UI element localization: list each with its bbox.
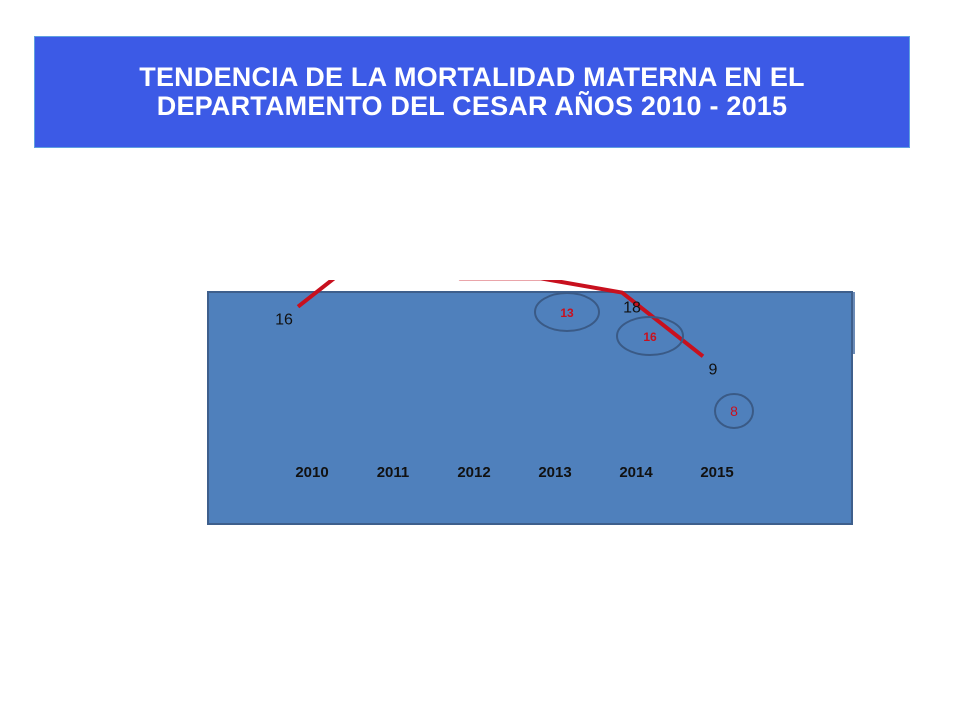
- annotation-value-2014: 16: [643, 330, 657, 344]
- chart-panel: [207, 291, 853, 525]
- data-label-2015: 9: [709, 361, 718, 378]
- page-title: TENDENCIA DE LA MORTALIDAD MATERNA EN EL…: [139, 62, 805, 121]
- annotation-ellipse-2013: [534, 292, 600, 332]
- annotation-value-2015: 8: [730, 403, 738, 419]
- x-tick-label-2014: 2014: [619, 464, 653, 481]
- data-label-2010: 16: [275, 312, 293, 329]
- annotation-ellipse-2014: [616, 316, 684, 356]
- x-tick-label-2010: 2010: [295, 464, 328, 481]
- title-banner: TENDENCIA DE LA MORTALIDAD MATERNA EN EL…: [34, 36, 910, 148]
- chart-container: 1625202018920102011201220132014201513168: [200, 280, 860, 540]
- line-chart: 1625202018920102011201220132014201513168: [207, 280, 855, 525]
- data-label-2014: 18: [623, 300, 641, 317]
- x-tick-label-2012: 2012: [457, 464, 490, 481]
- annotation-ellipse-2015: [714, 393, 754, 429]
- x-tick-label-2013: 2013: [538, 464, 571, 481]
- annotation-value-2013: 13: [560, 306, 574, 320]
- x-tick-label-2015: 2015: [700, 464, 733, 481]
- x-tick-label-2011: 2011: [377, 464, 410, 481]
- series-line: [296, 280, 705, 358]
